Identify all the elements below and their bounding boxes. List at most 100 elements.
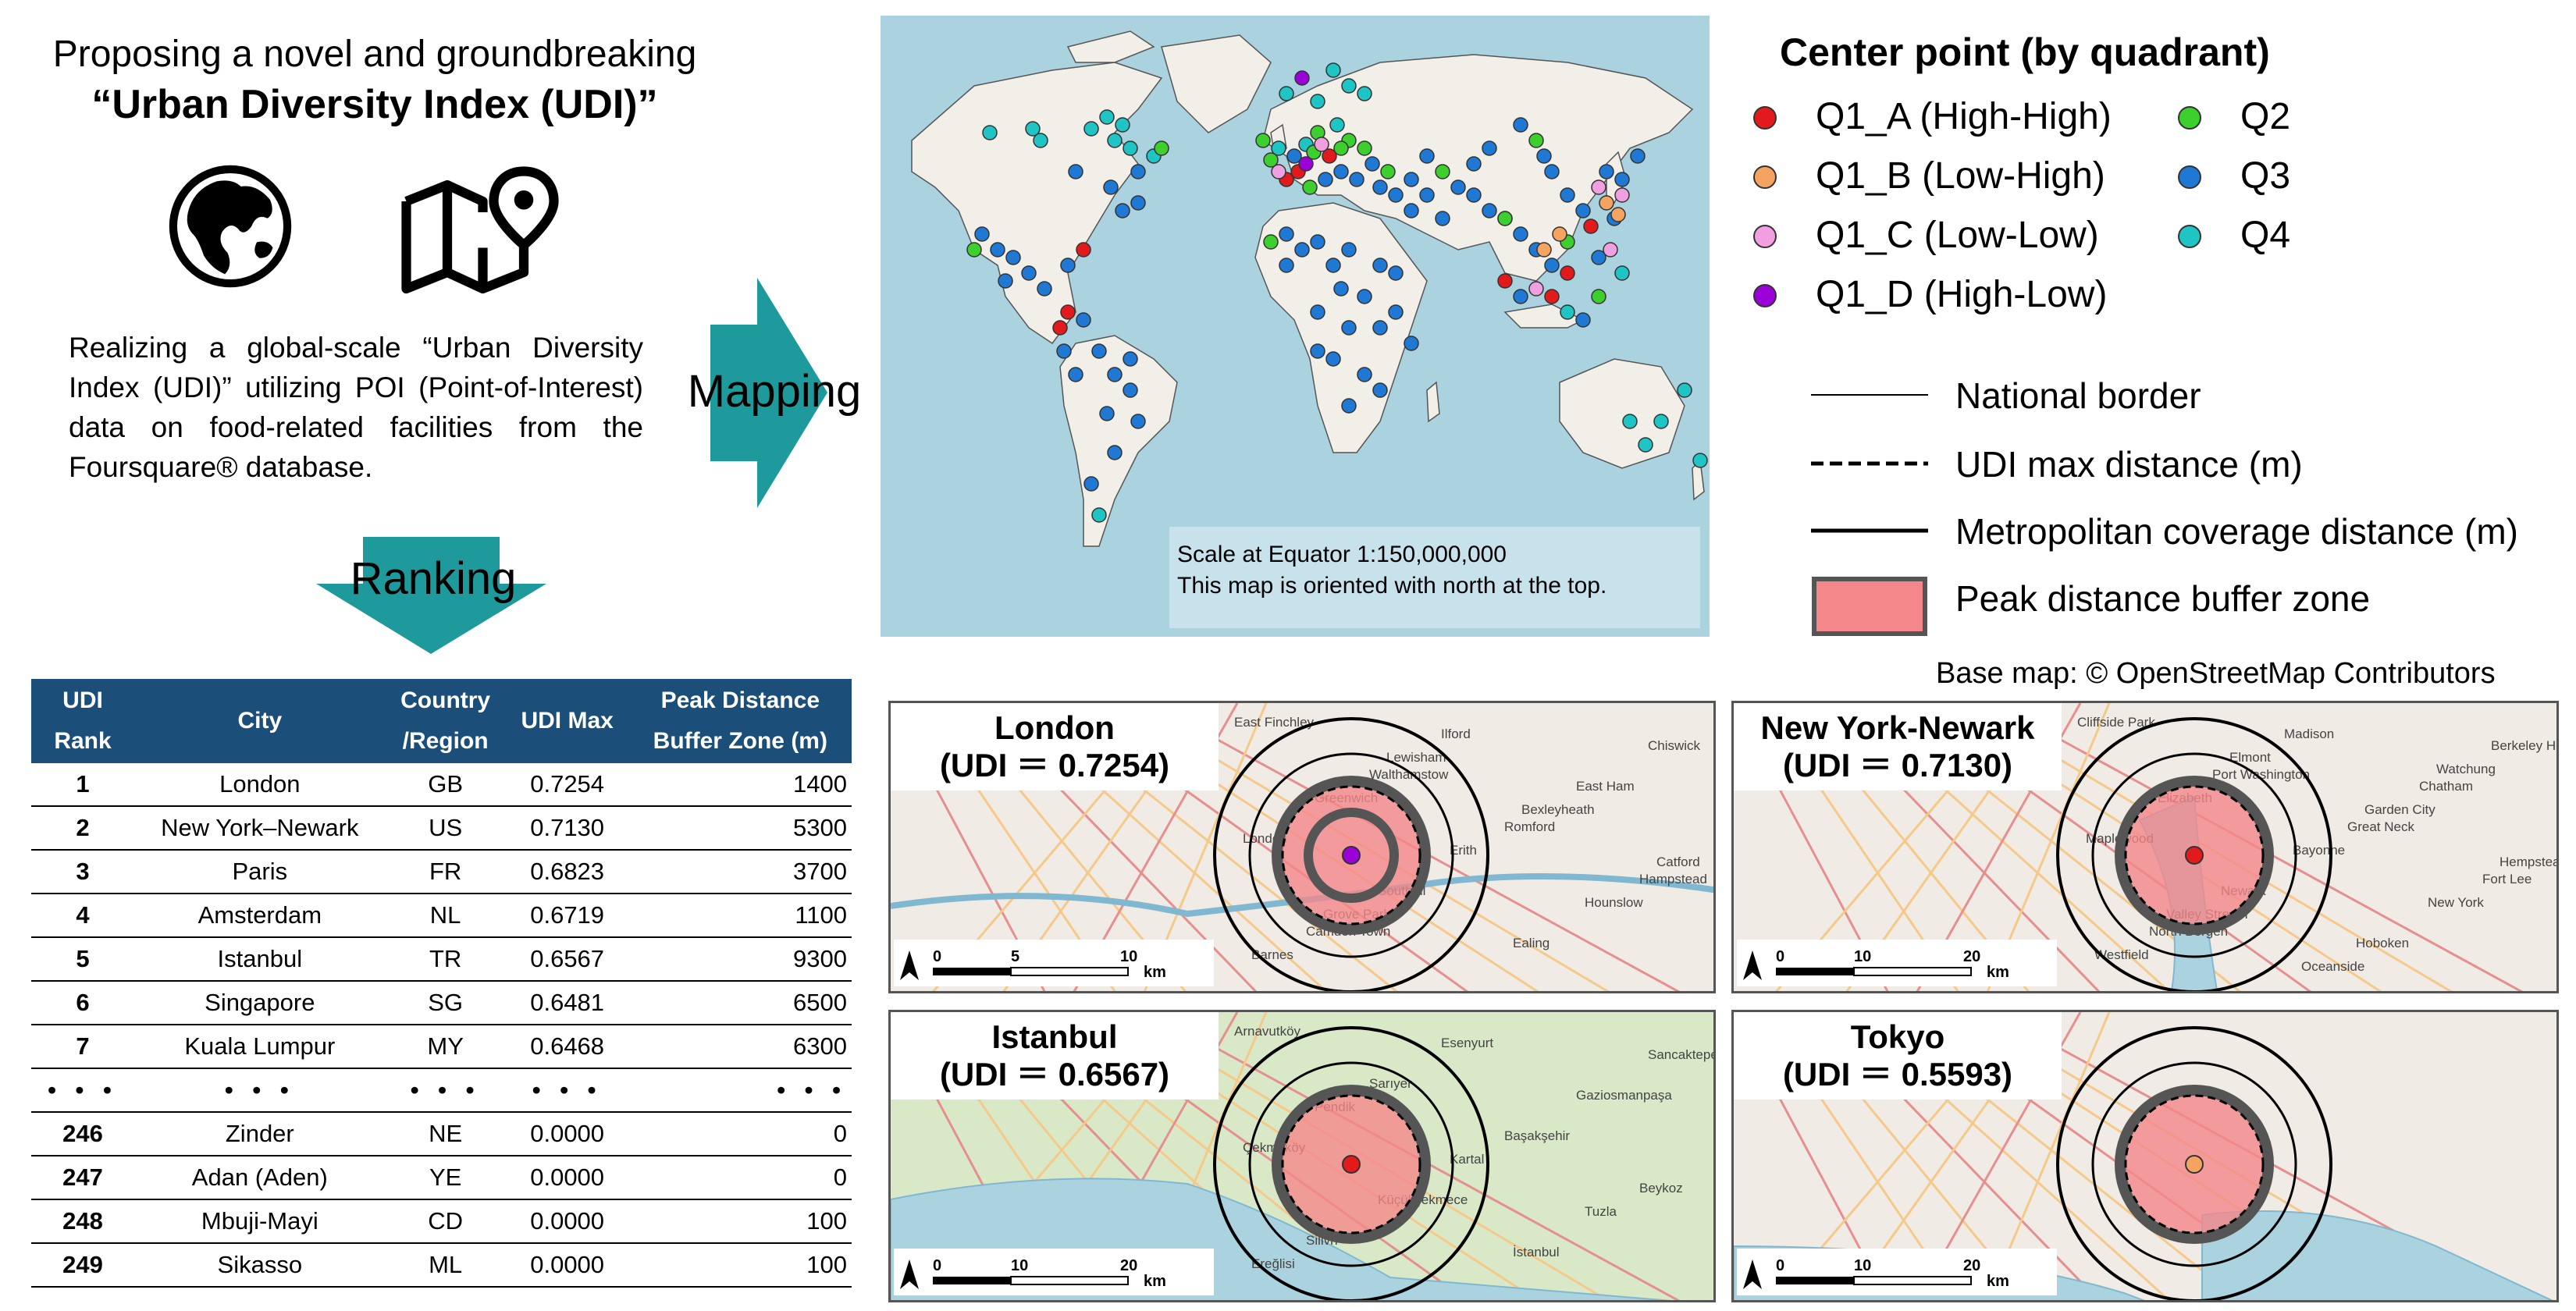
city-point bbox=[1325, 62, 1341, 78]
scale-label: 10 bbox=[1854, 948, 1871, 965]
table-cell: 0.6481 bbox=[505, 981, 629, 1025]
table-cell: FR bbox=[385, 850, 506, 894]
city-point bbox=[1107, 445, 1123, 460]
legend-swatch bbox=[1753, 225, 1777, 248]
place-label: Hoboken bbox=[2356, 936, 2409, 950]
place-label: East Finchley bbox=[1234, 715, 1315, 730]
place-label: İstanbul bbox=[1513, 1245, 1560, 1259]
place-label: Esenyurt bbox=[1441, 1036, 1493, 1050]
place-label: Chatham bbox=[2419, 779, 2473, 794]
scale-bar: 0 5 10 km bbox=[894, 940, 1214, 986]
legend-line-swatch bbox=[1811, 461, 1928, 466]
city-point bbox=[1610, 207, 1626, 222]
table-cell: 6300 bbox=[628, 1025, 852, 1069]
arctic-islands bbox=[1066, 30, 1155, 63]
table-cell: CD bbox=[385, 1199, 506, 1244]
table-row: 247 Adan (Aden) YE 0.0000 0 bbox=[31, 1156, 852, 1200]
city-point bbox=[1630, 148, 1646, 164]
place-label: Ealing bbox=[1513, 936, 1550, 950]
table-cell: 1100 bbox=[628, 894, 852, 938]
legend-label: Q3 bbox=[2240, 155, 2291, 197]
city-point bbox=[1314, 137, 1329, 152]
city-point bbox=[1388, 304, 1404, 320]
city-center-point bbox=[2185, 1155, 2204, 1174]
table-cell: MY bbox=[385, 1025, 506, 1069]
city-point bbox=[1349, 172, 1364, 187]
table-cell: • • • bbox=[628, 1068, 852, 1113]
city-center-point bbox=[1342, 1155, 1361, 1174]
table-cell: 1 bbox=[31, 763, 134, 807]
city-point bbox=[1302, 179, 1318, 195]
city-point bbox=[1372, 179, 1388, 195]
city-name: London bbox=[994, 709, 1115, 746]
table-row: 246 Zinder NE 0.0000 0 bbox=[31, 1112, 852, 1156]
scale-label: km bbox=[1987, 964, 2009, 981]
description-text: Realizing a global-scale “Urban Diversit… bbox=[69, 332, 643, 483]
legend-line-label: Metropolitan coverage distance (m) bbox=[1955, 511, 2518, 552]
city-point bbox=[1310, 234, 1325, 250]
city-name: Istanbul bbox=[991, 1018, 1118, 1055]
page-title: “Urban Diversity Index (UDI)” bbox=[91, 82, 658, 127]
city-point bbox=[1482, 203, 1497, 218]
mapping-arrow bbox=[710, 278, 827, 508]
metropolitan-coverage-circle bbox=[1213, 1026, 1489, 1300]
city-point bbox=[966, 242, 982, 258]
city-point bbox=[1388, 265, 1404, 281]
table-row: • • • • • • • • • • • • • • • bbox=[31, 1068, 852, 1113]
legend-label: Q1_B (Low-High) bbox=[1816, 155, 2105, 197]
subtitle: Proposing a novel and groundbreaking bbox=[52, 34, 697, 75]
scale-text: Scale at Equator 1:150,000,000 bbox=[1177, 542, 1507, 567]
mapping-label: Mapping bbox=[687, 366, 862, 417]
legend-swatch bbox=[2178, 225, 2201, 248]
table-cell: TR bbox=[385, 937, 506, 982]
city-point bbox=[1513, 226, 1528, 242]
table-cell: 247 bbox=[31, 1156, 134, 1200]
city-point bbox=[1115, 203, 1130, 218]
city-point bbox=[1341, 78, 1357, 94]
udi-ranking-table: UDI Rank City Country/Region UDI Max Peak Dis… bbox=[31, 679, 852, 1288]
city-point bbox=[1099, 406, 1115, 421]
table-header-cell: Country/Region bbox=[385, 679, 506, 763]
table-cell: New York–Newark bbox=[134, 806, 386, 851]
place-label: Erith bbox=[1450, 843, 1477, 858]
city-point bbox=[1357, 86, 1372, 101]
place-label: Bayonne bbox=[2293, 843, 2345, 858]
city-point bbox=[1333, 281, 1349, 297]
legend-label: Q2 bbox=[2240, 96, 2291, 137]
city-points bbox=[966, 62, 1708, 523]
place-label: Lewisham bbox=[1386, 750, 1446, 765]
table-cell: Istanbul bbox=[134, 937, 386, 982]
place-label: New York bbox=[2428, 895, 2484, 910]
city-point bbox=[1591, 179, 1606, 195]
north-arrow-icon bbox=[1743, 950, 1762, 980]
udi-max-distance-circle bbox=[1281, 785, 1421, 926]
city-point bbox=[1560, 187, 1575, 203]
legend-label: Q1_D (High-Low) bbox=[1816, 274, 2108, 315]
metropolitan-coverage-circle bbox=[2056, 1026, 2332, 1300]
city-point bbox=[1357, 367, 1372, 382]
table-row: 248 Mbuji-Mayi CD 0.0000 100 bbox=[31, 1199, 852, 1244]
north-america bbox=[911, 62, 1163, 345]
table-cell: 7 bbox=[31, 1025, 134, 1069]
city-point bbox=[1497, 211, 1513, 226]
legend-swatch bbox=[1753, 165, 1777, 189]
table-cell: 0.0000 bbox=[505, 1199, 629, 1244]
city-point bbox=[1544, 258, 1560, 273]
city-udi-value: (UDI ＝ 0.6567) bbox=[939, 1056, 1170, 1092]
table-cell: Adan (Aden) bbox=[134, 1156, 386, 1200]
scale-label: km bbox=[1987, 1273, 2009, 1290]
scale-label: 10 bbox=[1120, 948, 1137, 965]
city-point bbox=[1021, 265, 1037, 281]
place-label: Port Washington bbox=[2212, 767, 2310, 782]
place-label: Arnavutköy bbox=[1234, 1024, 1301, 1039]
city-point bbox=[1294, 242, 1310, 258]
table-cell: 249 bbox=[31, 1243, 134, 1288]
city-point bbox=[1279, 226, 1294, 242]
table-cell: GB bbox=[385, 763, 506, 807]
city-point bbox=[1614, 187, 1630, 203]
coverage-ring bbox=[2091, 752, 2297, 958]
legend-swatch bbox=[2178, 106, 2201, 130]
north-arrow-icon bbox=[1743, 1259, 1762, 1289]
table-row: 6 Singapore SG 0.6481 6500 bbox=[31, 981, 852, 1025]
city-point bbox=[1123, 351, 1138, 367]
